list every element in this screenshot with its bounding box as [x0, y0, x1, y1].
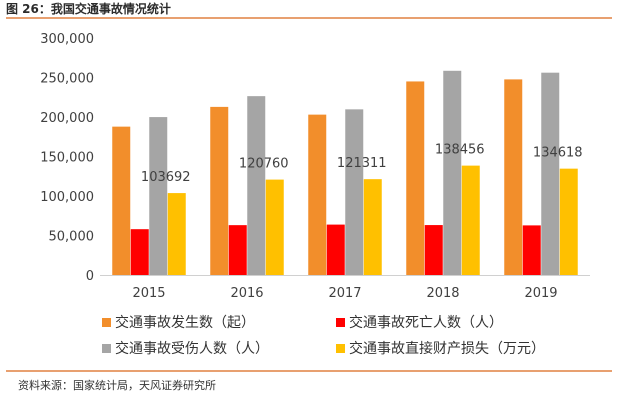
y-tick-label: 200,000	[40, 111, 94, 126]
top-divider	[6, 17, 612, 19]
x-tick-label: 2017	[328, 286, 361, 301]
data-label: 134618	[533, 146, 583, 161]
property-loss-bar	[559, 168, 578, 275]
property-loss-bar	[461, 165, 480, 275]
source-note: 资料来源：国家统计局，天风证券研究所	[18, 379, 216, 392]
x-tick-label: 2018	[426, 286, 459, 301]
legend-swatch	[102, 343, 111, 353]
data-label: 103692	[141, 170, 191, 185]
bottom-divider	[6, 370, 612, 372]
property-loss-bar	[265, 179, 284, 275]
injuries-bar	[443, 70, 462, 275]
y-tick-label: 0	[86, 269, 94, 284]
injuries-bar	[541, 72, 560, 275]
deaths-bar	[522, 225, 541, 275]
legend-label: 交通事故受伤人数（人）	[115, 341, 269, 357]
accidents-bar	[210, 106, 229, 275]
x-tick-label: 2015	[132, 286, 165, 301]
legend-swatch	[336, 343, 345, 353]
data-label: 120760	[239, 157, 289, 172]
y-tick-label: 300,000	[40, 32, 94, 47]
bar-series	[112, 70, 578, 275]
y-tick-label: 250,000	[40, 72, 94, 87]
deaths-bar	[326, 224, 345, 275]
injuries-bar	[247, 96, 266, 275]
accidents-bar	[112, 126, 131, 275]
deaths-bar	[424, 225, 443, 275]
data-labels: 103692 120760 121311 138456 134618	[141, 143, 583, 185]
legend-item-deaths: 交通事故死亡人数（人）	[336, 312, 503, 332]
x-tick-label: 2016	[230, 286, 263, 301]
legend-swatch	[336, 317, 345, 327]
legend-label: 交通事故发生数（起）	[115, 315, 255, 331]
legend-label: 交通事故直接财产损失（万元）	[349, 341, 545, 357]
accidents-bar	[406, 81, 425, 275]
legend-item-accidents: 交通事故发生数（起）	[102, 312, 255, 332]
accidents-bar	[308, 114, 327, 275]
figure-title: 图 26：我国交通事故情况统计	[6, 2, 171, 16]
y-axis: 0 50,000 100,000 150,000 200,000 250,000 300,0…	[40, 32, 94, 284]
y-tick-label: 150,000	[40, 151, 94, 166]
y-tick-label: 100,000	[40, 190, 94, 205]
property-loss-bar	[167, 193, 186, 275]
x-axis: 2015 2016 2017 2018 2019	[132, 286, 557, 301]
legend-swatch	[102, 317, 111, 327]
legend-item-injuries: 交通事故受伤人数（人）	[102, 338, 269, 358]
legend-label: 交通事故死亡人数（人）	[349, 315, 503, 331]
data-label: 121311	[337, 156, 387, 171]
property-loss-bar	[363, 179, 382, 275]
y-tick-label: 50,000	[49, 230, 95, 245]
data-label: 138456	[435, 143, 485, 158]
injuries-bar	[345, 109, 364, 275]
injuries-bar	[149, 117, 168, 275]
x-tick-label: 2019	[524, 286, 557, 301]
deaths-bar	[228, 225, 247, 275]
accidents-bar	[504, 79, 523, 275]
legend-item-property-loss: 交通事故直接财产损失（万元）	[336, 338, 545, 358]
bar-chart: 0 50,000 100,000 150,000 200,000 250,000 300,0…	[40, 32, 590, 301]
deaths-bar	[130, 229, 149, 275]
